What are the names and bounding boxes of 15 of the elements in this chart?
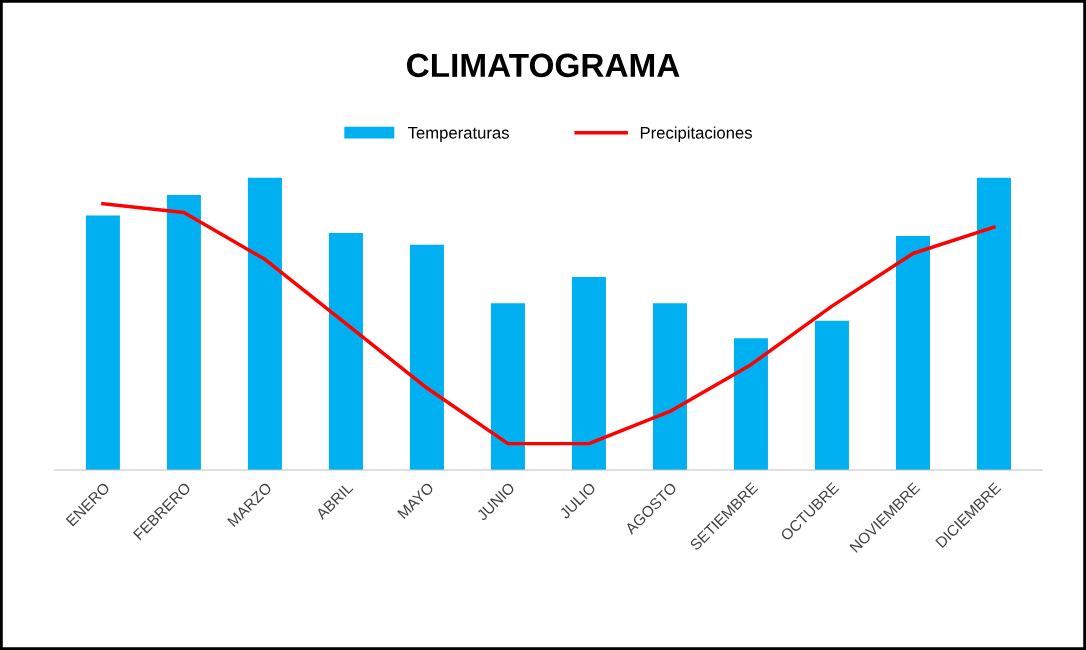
bar	[814, 320, 849, 470]
bar	[85, 215, 120, 470]
bar	[571, 276, 606, 470]
bar	[976, 177, 1011, 470]
bar	[652, 303, 687, 470]
bar	[247, 177, 282, 470]
legend-label: Precipitaciones	[640, 126, 752, 142]
bar	[409, 244, 444, 470]
bar	[895, 235, 930, 470]
bar	[328, 233, 363, 470]
legend-label: Temperaturas	[408, 127, 509, 142]
bar	[166, 195, 201, 470]
chart-title: CLIMATOGRAMA	[407, 53, 680, 78]
bar	[490, 303, 525, 470]
bar	[733, 338, 768, 470]
